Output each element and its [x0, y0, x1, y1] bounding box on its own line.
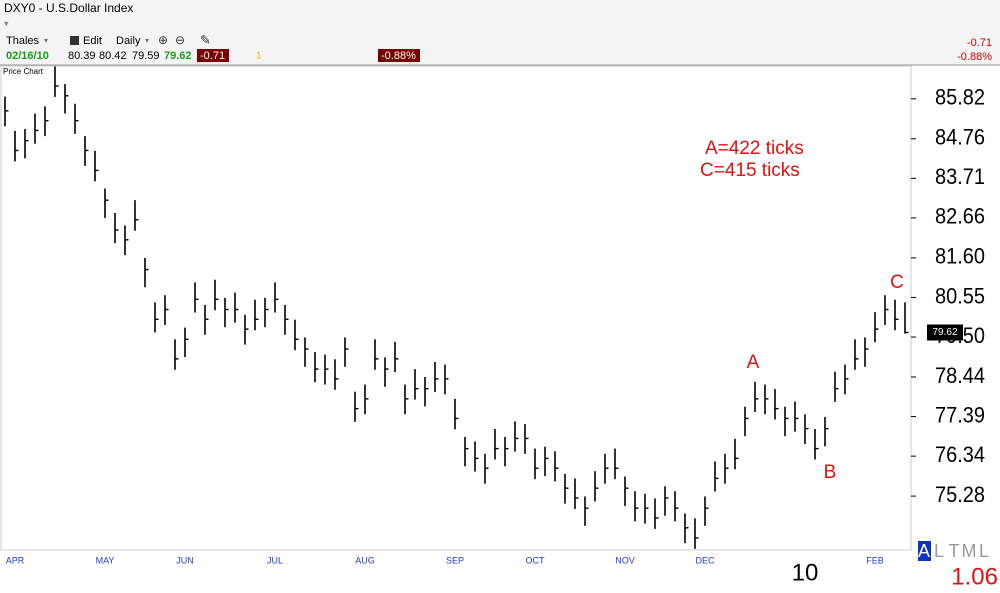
x-tick-label: NOV [615, 555, 635, 565]
y-tick-label: 77.39 [935, 402, 985, 427]
status-value: 1.06 [951, 563, 998, 590]
status-letter: A [918, 541, 930, 561]
period-select[interactable]: Daily [116, 35, 141, 47]
y-tick-label: 78.44 [935, 363, 985, 388]
status-letter: M [962, 541, 977, 561]
x-tick-label: DEC [695, 555, 715, 565]
quote-flag: 1 [256, 51, 262, 62]
wave-label: A [747, 352, 760, 373]
x-tick-label: JUN [176, 555, 194, 565]
y-tick-label: 84.76 [935, 125, 985, 150]
draw-tool[interactable]: ✎ [200, 32, 211, 47]
price-chart [4, 66, 909, 549]
right-change-pct: -0.88% [957, 51, 992, 63]
y-tick-label: 75.28 [935, 482, 985, 507]
x-tick-label: AUG [355, 555, 375, 565]
quote-high: 80.42 [99, 50, 127, 62]
y-tick-label: 83.71 [935, 164, 985, 189]
annotation: C=415 ticks [700, 160, 800, 181]
y-tick-label: 81.60 [935, 244, 985, 269]
annotation: A=422 ticks [705, 138, 804, 159]
x-year-label: 10 [792, 559, 819, 586]
status-letter: T [949, 541, 960, 561]
account-select[interactable]: Thales [6, 35, 40, 47]
pct-box [378, 49, 420, 62]
edit-icon[interactable] [70, 36, 79, 45]
y-tick-label: 76.34 [935, 442, 985, 467]
last-price-label: 79.62 [932, 327, 957, 338]
quote-change-pct: -0.88% [381, 50, 416, 62]
x-tick-label: FEB [866, 555, 884, 565]
x-tick-label: OCT [526, 555, 546, 565]
window-title: DXY0 - U.S.Dollar Index [4, 1, 133, 15]
dropdown-arrow[interactable]: ▾ [44, 36, 48, 45]
wave-label: C [890, 272, 904, 293]
edit-button[interactable]: Edit [83, 35, 102, 47]
quote-low: 79.59 [132, 50, 160, 62]
change-box [197, 49, 229, 62]
quote-change: -0.71 [200, 50, 225, 62]
x-tick-label: JUL [267, 555, 283, 565]
y-tick-label: 85.82 [935, 85, 985, 110]
x-tick-label: SEP [446, 555, 464, 565]
x-tick-label: APR [6, 555, 25, 565]
toolbar-bg [0, 0, 1000, 66]
menu-arrow: ▾ [4, 18, 9, 28]
status-letter: L [979, 541, 989, 561]
dropdown-arrow[interactable]: ▾ [145, 36, 149, 45]
quote-open: 80.39 [68, 50, 96, 62]
last-price-tag [927, 324, 963, 341]
y-tick-label: 80.55 [935, 283, 985, 308]
status-letter: L [934, 541, 944, 561]
quote-last: 79.62 [164, 50, 192, 62]
wave-label: B [824, 462, 837, 483]
right-change: -0.71 [967, 37, 992, 49]
y-tick-label: 82.66 [935, 204, 985, 229]
zoom-in[interactable]: ⊕ [158, 33, 168, 47]
x-tick-label: MAY [96, 555, 115, 565]
zoom-out[interactable]: ⊖ [175, 33, 185, 47]
panel-label: Price Chart [3, 67, 44, 76]
status-highlight [918, 541, 931, 561]
plot-area [0, 65, 912, 551]
quote-date: 02/16/10 [6, 50, 49, 62]
